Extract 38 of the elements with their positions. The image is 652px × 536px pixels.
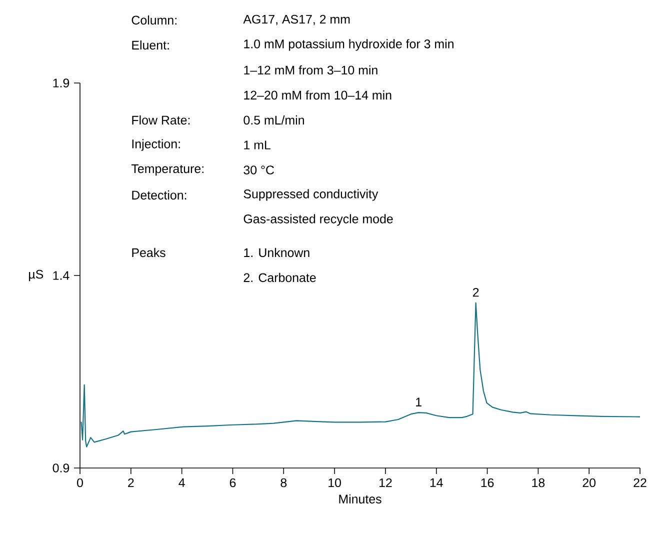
annotation: 1. Unknown xyxy=(244,248,310,258)
annotation: Injection: xyxy=(132,139,180,151)
annotation: 1 mL xyxy=(244,140,270,150)
text: Column: xyxy=(132,15,176,25)
annotation: 2. Carbonate xyxy=(244,272,316,282)
text: AG17, AS17, 2 mm xyxy=(243,14,350,26)
annotation: Detection: xyxy=(132,190,186,200)
y-axis-title: µS xyxy=(29,270,44,282)
x-axis-title: Minutes xyxy=(339,494,382,504)
annotation: 30 °C xyxy=(244,166,274,174)
annotation: 12–20 mM from 10–14 min xyxy=(244,90,392,100)
text: 1–12 mM from 3–10 min xyxy=(244,65,378,75)
x-tick-label: 8 xyxy=(280,478,287,488)
y-tick-label: 0.9 xyxy=(52,464,70,472)
x-tick-label: 16 xyxy=(481,478,494,488)
text: 1.0 mM potassium hydroxide for 3 min xyxy=(244,39,454,51)
x-tick-label: 20 xyxy=(582,478,596,488)
x-tick-label: 4 xyxy=(178,478,185,487)
x-tick-label: 18 xyxy=(532,478,545,488)
x-tick-label: 0 xyxy=(77,478,83,488)
annotation: Suppressed conductivity xyxy=(244,189,378,201)
annotation: 0.5 mL/min xyxy=(244,115,304,125)
line-series xyxy=(80,302,641,448)
x-tick-label: 10 xyxy=(328,478,341,488)
x-tick-label: 14 xyxy=(430,478,443,487)
annotation: Flow Rate: xyxy=(132,115,190,125)
x-tick-label: 12 xyxy=(379,478,392,488)
y-tick-label: 1.9 xyxy=(53,78,70,88)
annotation: Gas-assisted recycle mode xyxy=(244,214,393,226)
x-tick-label: 2 xyxy=(128,478,134,488)
annotation: Temperature: xyxy=(131,164,204,176)
annotation: 1 xyxy=(416,398,422,406)
text: Eluent: xyxy=(132,40,169,50)
x-tick-label: 6 xyxy=(230,478,236,488)
y-tick-label: 1.4 xyxy=(53,271,70,280)
annotation: 2 xyxy=(472,288,479,297)
annotation: Peaks xyxy=(132,248,166,258)
x-tick-label: 22 xyxy=(634,478,646,488)
